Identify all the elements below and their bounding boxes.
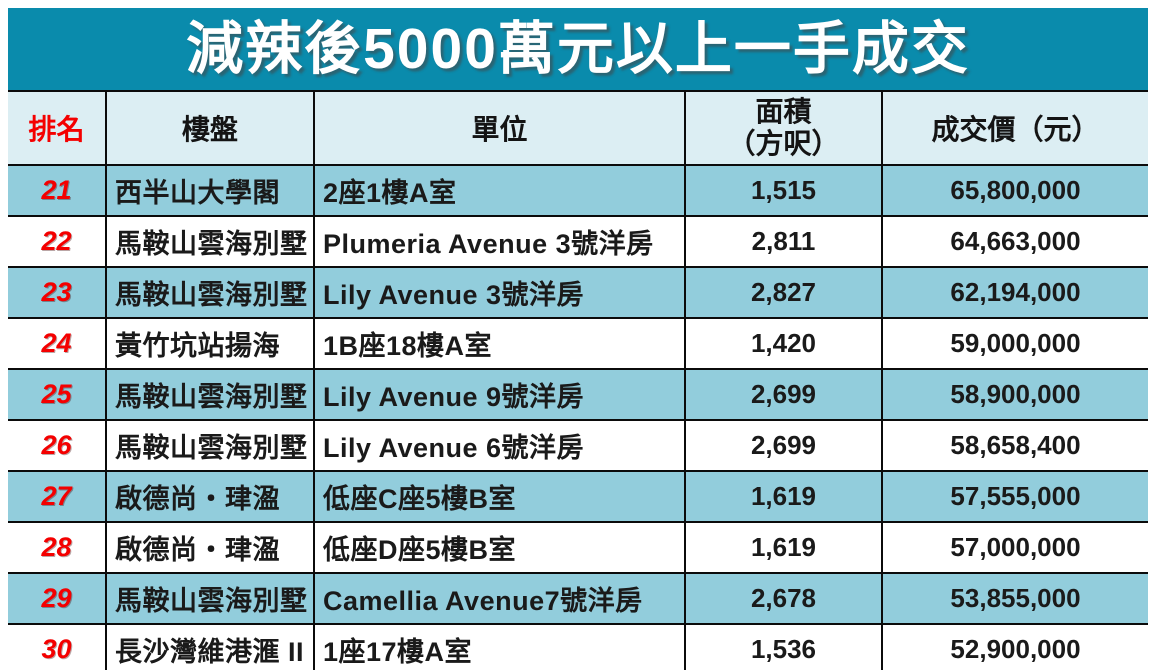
table-row: 22 馬鞍山雲海別墅 Plumeria Avenue 3號洋房 2,811 64… — [8, 217, 1148, 268]
cell-price: 64,663,000 — [881, 217, 1148, 266]
cell-estate: 馬鞍山雲海別墅 — [105, 370, 313, 419]
table-row: 30 長沙灣維港滙 II 1座17樓A室 1,536 52,900,000 — [8, 625, 1148, 670]
cell-unit: 低座C座5樓B室 — [313, 472, 684, 521]
cell-rank: 29 — [41, 583, 72, 613]
cell-unit: Lily Avenue 3號洋房 — [313, 268, 684, 317]
column-header-unit: 單位 — [313, 92, 684, 164]
cell-price: 53,855,000 — [881, 574, 1148, 623]
table-row: 24 黃竹坑站揚海 1B座18樓A室 1,420 59,000,000 — [8, 319, 1148, 370]
cell-area: 2,699 — [684, 370, 881, 419]
cell-area: 1,515 — [684, 166, 881, 215]
column-header-estate: 樓盤 — [105, 92, 313, 164]
cell-area: 1,619 — [684, 523, 881, 572]
cell-unit: Lily Avenue 9號洋房 — [313, 370, 684, 419]
cell-rank: 30 — [41, 634, 72, 664]
cell-price: 58,900,000 — [881, 370, 1148, 419]
cell-rank: 25 — [41, 379, 72, 409]
cell-estate: 馬鞍山雲海別墅 — [105, 421, 313, 470]
cell-estate: 長沙灣維港滙 II — [105, 625, 313, 670]
cell-rank: 23 — [41, 277, 72, 307]
cell-price: 62,194,000 — [881, 268, 1148, 317]
column-header-rank: 排名 — [28, 114, 85, 145]
cell-area: 2,811 — [684, 217, 881, 266]
table-row: 27 啟德尚・珒溋 低座C座5樓B室 1,619 57,555,000 — [8, 472, 1148, 523]
cell-estate: 西半山大學閣 — [105, 166, 313, 215]
cell-price: 59,000,000 — [881, 319, 1148, 368]
cell-rank: 21 — [41, 175, 72, 205]
table-row: 23 馬鞍山雲海別墅 Lily Avenue 3號洋房 2,827 62,194… — [8, 268, 1148, 319]
table-row: 26 馬鞍山雲海別墅 Lily Avenue 6號洋房 2,699 58,658… — [8, 421, 1148, 472]
cell-price: 52,900,000 — [881, 625, 1148, 670]
cell-rank: 22 — [41, 226, 72, 256]
table-header-row: 排名 樓盤 單位 面積 （方呎） 成交價（元） — [8, 92, 1148, 166]
title-band: 減辣後5000萬元以上一手成交 — [8, 8, 1148, 90]
cell-price: 57,555,000 — [881, 472, 1148, 521]
cell-rank: 24 — [41, 328, 72, 358]
column-header-price: 成交價（元） — [881, 92, 1148, 164]
cell-estate: 馬鞍山雲海別墅 — [105, 574, 313, 623]
transactions-table-sheet: 減辣後5000萬元以上一手成交 排名 樓盤 單位 面積 （方呎） 成交價（元） … — [8, 8, 1148, 670]
cell-price: 58,658,400 — [881, 421, 1148, 470]
cell-unit: 低座D座5樓B室 — [313, 523, 684, 572]
page-title: 減辣後5000萬元以上一手成交 — [186, 16, 970, 81]
cell-unit: 1座17樓A室 — [313, 625, 684, 670]
cell-unit: Plumeria Avenue 3號洋房 — [313, 217, 684, 266]
cell-rank: 26 — [41, 430, 72, 460]
table-row: 28 啟德尚・珒溋 低座D座5樓B室 1,619 57,000,000 — [8, 523, 1148, 574]
cell-estate: 啟德尚・珒溋 — [105, 523, 313, 572]
column-header-area: 面積 （方呎） — [684, 92, 881, 164]
cell-area: 2,827 — [684, 268, 881, 317]
cell-price: 65,800,000 — [881, 166, 1148, 215]
cell-estate: 馬鞍山雲海別墅 — [105, 268, 313, 317]
table-row: 29 馬鞍山雲海別墅 Camellia Avenue7號洋房 2,678 53,… — [8, 574, 1148, 625]
cell-unit: 1B座18樓A室 — [313, 319, 684, 368]
cell-estate: 啟德尚・珒溋 — [105, 472, 313, 521]
cell-unit: Camellia Avenue7號洋房 — [313, 574, 684, 623]
cell-estate: 馬鞍山雲海別墅 — [105, 217, 313, 266]
table-row: 21 西半山大學閣 2座1樓A室 1,515 65,800,000 — [8, 166, 1148, 217]
cell-rank: 28 — [41, 532, 72, 562]
table-row: 25 馬鞍山雲海別墅 Lily Avenue 9號洋房 2,699 58,900… — [8, 370, 1148, 421]
cell-area: 2,699 — [684, 421, 881, 470]
cell-price: 57,000,000 — [881, 523, 1148, 572]
transactions-table: 排名 樓盤 單位 面積 （方呎） 成交價（元） 21 西半山大學閣 2座1樓A室… — [8, 90, 1148, 670]
cell-rank: 27 — [41, 481, 72, 511]
cell-area: 1,619 — [684, 472, 881, 521]
cell-area: 2,678 — [684, 574, 881, 623]
cell-area: 1,420 — [684, 319, 881, 368]
cell-area: 1,536 — [684, 625, 881, 670]
cell-unit: Lily Avenue 6號洋房 — [313, 421, 684, 470]
cell-estate: 黃竹坑站揚海 — [105, 319, 313, 368]
cell-unit: 2座1樓A室 — [313, 166, 684, 215]
